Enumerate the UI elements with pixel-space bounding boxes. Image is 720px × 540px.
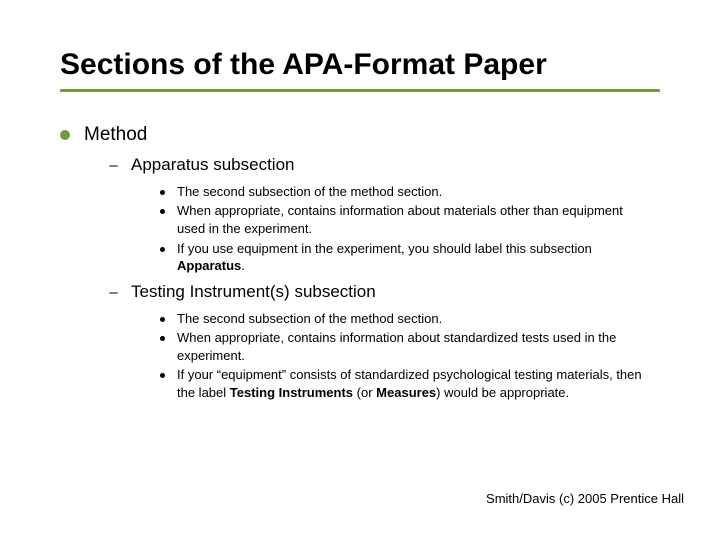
- dot-icon: [160, 247, 165, 252]
- title-block: Sections of the APA-Format Paper: [0, 0, 720, 102]
- text-bold: Apparatus: [177, 258, 241, 273]
- lvl3-point: The second subsection of the method sect…: [177, 310, 442, 328]
- dash-icon: –: [108, 155, 119, 176]
- dot-icon: [160, 373, 165, 378]
- dot-icon: [160, 190, 165, 195]
- lvl2-heading: Testing Instrument(s) subsection: [131, 281, 376, 304]
- slide: Sections of the APA-Format Paper Method …: [0, 0, 720, 540]
- content: Method – Apparatus subsection The second…: [0, 102, 720, 401]
- bullet-lvl3: If you use equipment in the experiment, …: [160, 240, 666, 275]
- lvl1-label: Method: [84, 124, 147, 146]
- text-pre: If you use equipment in the experiment, …: [177, 241, 592, 256]
- dot-icon: [160, 209, 165, 214]
- text-post: ) would be appropriate.: [436, 385, 569, 400]
- lvl3-point: If you use equipment in the experiment, …: [177, 240, 646, 275]
- bullet-lvl3: When appropriate, contains information a…: [160, 329, 666, 364]
- lvl3-point: When appropriate, contains information a…: [177, 329, 646, 364]
- lvl3-point: If your “equipment” consists of standard…: [177, 366, 646, 401]
- bullet-lvl1: Method: [60, 124, 666, 146]
- text-bold2: Measures: [376, 385, 436, 400]
- lvl3-point: When appropriate, contains information a…: [177, 202, 646, 237]
- dash-icon: –: [108, 282, 119, 303]
- bullet-lvl3: The second subsection of the method sect…: [160, 310, 666, 328]
- bullet-lvl3: If your “equipment” consists of standard…: [160, 366, 666, 401]
- bullet-lvl2: – Apparatus subsection: [108, 154, 666, 177]
- dot-icon: [160, 317, 165, 322]
- title-underline: [60, 89, 660, 92]
- bullet-circle-icon: [60, 130, 70, 140]
- lvl3-point: The second subsection of the method sect…: [177, 183, 442, 201]
- footer-text: Smith/Davis (c) 2005 Prentice Hall: [486, 491, 684, 506]
- bullet-lvl3: When appropriate, contains information a…: [160, 202, 666, 237]
- dot-icon: [160, 336, 165, 341]
- bullet-lvl3: The second subsection of the method sect…: [160, 183, 666, 201]
- text-post: .: [241, 258, 245, 273]
- bullet-lvl2: – Testing Instrument(s) subsection: [108, 281, 666, 304]
- slide-title: Sections of the APA-Format Paper: [60, 48, 670, 81]
- text-mid: (or: [353, 385, 376, 400]
- text-bold: Testing Instruments: [230, 385, 353, 400]
- lvl2-heading: Apparatus subsection: [131, 154, 295, 177]
